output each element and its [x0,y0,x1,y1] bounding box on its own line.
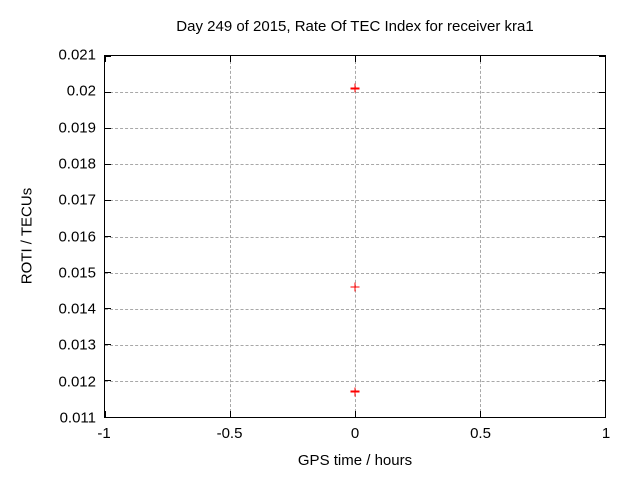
x-tick-mark [604,56,606,62]
y-tick-label: 0.019 [58,119,96,137]
x-tick-mark [354,56,356,62]
y-tick-mark [599,127,605,129]
y-tick-mark [599,199,605,201]
chart-title: Day 249 of 2015, Rate Of TEC Index for r… [176,18,534,35]
gridline-vertical [230,56,231,417]
x-tick-mark [104,411,106,417]
y-tick-label: 0.011 [59,409,96,427]
y-tick-mark [599,272,605,274]
data-point-marker [350,387,360,397]
y-tick-label: 0.02 [66,82,96,100]
x-axis-title: GPS time / hours [297,452,413,469]
x-tick-mark [479,411,481,417]
y-tick-label: 0.012 [58,373,96,391]
y-tick-mark [105,55,111,57]
gridline-vertical [480,56,481,417]
y-tick-mark [105,308,111,310]
y-tick-mark [599,344,605,346]
x-tick-mark [354,411,356,417]
x-tick-mark [229,411,231,417]
marker-arm-vertical [354,282,356,292]
x-tick-label: 1 [601,425,611,442]
y-tick-mark [599,91,605,93]
x-tick-label: 0.5 [470,425,491,442]
y-tick-label: 0.014 [58,300,96,318]
y-tick-label: 0.015 [58,264,96,282]
data-point-marker [350,83,360,93]
y-tick-mark [599,236,605,237]
y-tick-mark [105,344,111,346]
x-tick-label: -0.5 [216,425,243,442]
y-tick-mark [599,380,605,382]
y-tick-mark [105,91,111,93]
x-tick-labels: -1 -0.5 0 0.5 1 [97,425,610,443]
x-tick-mark [604,411,606,417]
gridline-vertical [355,56,356,417]
y-tick-mark [105,127,111,129]
y-tick-mark [599,416,605,418]
y-tick-label: 0.018 [58,155,96,173]
y-tick-label: 0.016 [58,228,96,245]
marker-arm-vertical [354,387,356,397]
y-tick-mark [105,380,111,382]
y-tick-label: 0.017 [58,191,96,209]
data-point-marker [350,282,360,292]
y-tick-label: 0.013 [58,336,96,354]
y-tick-mark [599,163,605,165]
x-tick-mark [479,56,481,62]
y-tick-labels: 0.011 0.012 0.013 0.014 0.015 0.016 0.017 0.018… [0,47,96,427]
y-tick-mark [599,55,605,57]
x-tick-label: 0 [350,425,360,442]
plot-area [104,55,606,418]
y-tick-mark [105,163,111,165]
y-tick-mark [105,236,111,237]
y-tick-label: 0.021 [58,46,96,64]
x-tick-label: -1 [97,425,111,442]
y-tick-mark [599,308,605,310]
y-tick-mark [105,199,111,201]
y-tick-mark [105,416,111,418]
x-tick-mark [104,56,106,62]
y-tick-mark [105,272,111,274]
marker-arm-vertical [354,83,356,93]
x-tick-mark [229,56,231,62]
